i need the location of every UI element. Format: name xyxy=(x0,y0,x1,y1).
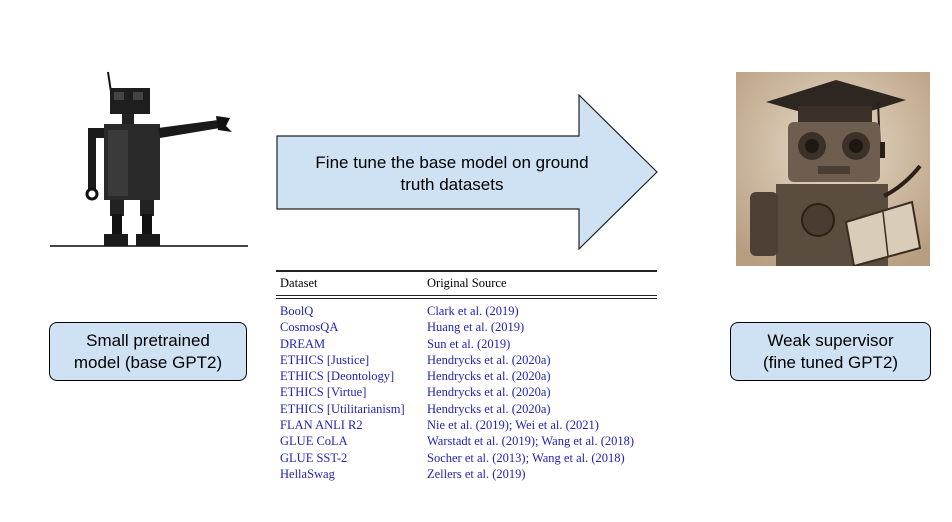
dataset-source[interactable]: Hendrycks et al. (2020a) xyxy=(427,385,551,400)
dataset-name[interactable]: GLUE SST-2 xyxy=(280,450,348,465)
dataset-source[interactable]: Sun et al. (2019) xyxy=(427,336,511,351)
column-header-dataset: Dataset xyxy=(280,276,318,290)
table-row: ETHICS [Virtue] Hendrycks et al. (2020a) xyxy=(276,384,657,400)
dataset-name[interactable]: FLAN ANLI R2 xyxy=(280,418,363,433)
dataset-name[interactable]: ETHICS [Justice] xyxy=(280,352,370,367)
dataset-source[interactable]: Huang et al. (2019) xyxy=(427,320,525,335)
table-top-rule xyxy=(276,270,657,272)
dataset-name[interactable]: BoolQ xyxy=(280,304,314,318)
table-body: BoolQ Clark et al. (2019) CosmosQA Huang… xyxy=(276,303,657,482)
dataset-name[interactable]: GLUE CoLA xyxy=(280,434,348,449)
dataset-name[interactable]: ETHICS [Deontology] xyxy=(280,369,395,384)
dataset-name[interactable]: ETHICS [Virtue] xyxy=(280,385,367,400)
dataset-name[interactable]: CosmosQA xyxy=(280,320,339,335)
dataset-source[interactable]: Hendrycks et al. (2020a) xyxy=(427,369,551,384)
table-row: CosmosQA Huang et al. (2019) xyxy=(276,319,657,335)
weak-supervisor-label: Weak supervisor (fine tuned GPT2) xyxy=(730,322,931,381)
dataset-source[interactable]: Zellers et al. (2019) xyxy=(427,466,526,481)
table-row: ETHICS [Justice] Hendrycks et al. (2020a… xyxy=(276,352,657,368)
table-header-rule xyxy=(276,295,657,296)
dataset-name[interactable]: ETHICS [Utilitarianism] xyxy=(280,401,405,416)
table-row: BoolQ Clark et al. (2019) xyxy=(276,303,657,319)
dataset-source[interactable]: Warstadt et al. (2019); Wang et al. (201… xyxy=(427,434,635,449)
dataset-name[interactable]: HellaSwag xyxy=(280,466,335,481)
dataset-source[interactable]: Socher et al. (2013); Wang et al. (2018) xyxy=(427,450,625,465)
robot-sketch-image xyxy=(50,71,248,247)
column-header-source: Original Source xyxy=(427,276,507,290)
table-row: GLUE SST-2 Socher et al. (2013); Wang et… xyxy=(276,450,657,466)
table-row: GLUE CoLA Warstadt et al. (2019); Wang e… xyxy=(276,433,657,449)
dataset-source[interactable]: Hendrycks et al. (2020a) xyxy=(427,401,551,416)
graduate-robot-image xyxy=(736,72,930,266)
table-header-rule-double xyxy=(276,298,657,299)
table-row: FLAN ANLI R2 Nie et al. (2019); Wei et a… xyxy=(276,417,657,433)
dataset-source[interactable]: Nie et al. (2019); Wei et al. (2021) xyxy=(427,418,599,433)
dataset-source[interactable]: Hendrycks et al. (2020a) xyxy=(427,352,551,367)
arrow-shape xyxy=(276,94,658,250)
table-row: ETHICS [Utilitarianism] Hendrycks et al.… xyxy=(276,401,657,417)
datasets-table: Dataset Original Source BoolQ Clark et a… xyxy=(276,270,657,487)
arrow-caption: Fine tune the base model on ground truth… xyxy=(315,153,589,194)
base-model-label: Small pretrained model (base GPT2) xyxy=(49,322,247,381)
table-row: ETHICS [Deontology] Hendrycks et al. (20… xyxy=(276,368,657,384)
dataset-name[interactable]: DREAM xyxy=(280,336,326,351)
table-row: DREAM Sun et al. (2019) xyxy=(276,336,657,352)
dataset-source[interactable]: Clark et al. (2019) xyxy=(427,304,519,318)
table-row: HellaSwag Zellers et al. (2019) xyxy=(276,466,657,482)
